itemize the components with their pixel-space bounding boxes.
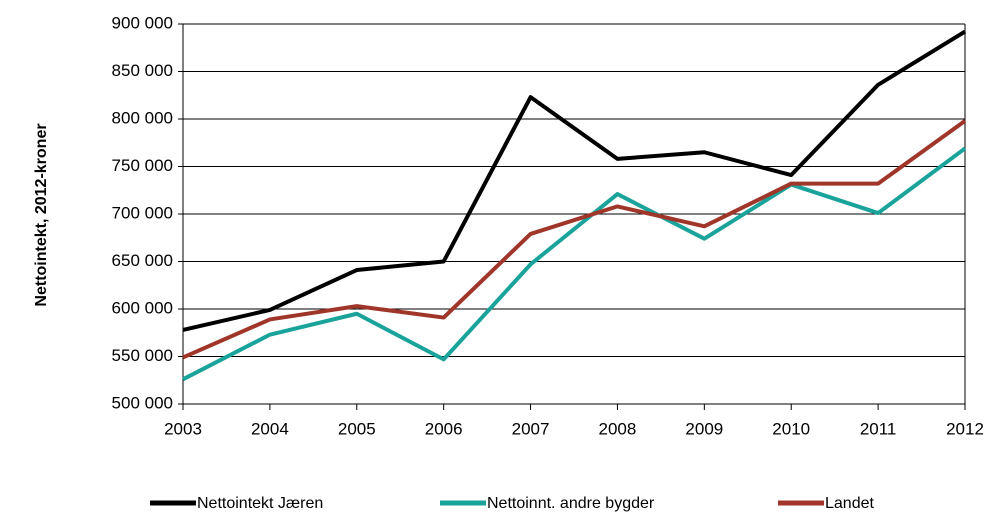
y-tick-label: 650 000 [112, 251, 173, 270]
series-line [182, 146, 967, 382]
x-tick-label: 2011 [860, 419, 897, 438]
x-tick-label: 2005 [338, 419, 376, 438]
x-tick-label: 2010 [772, 419, 810, 438]
x-tick-label: 2009 [685, 419, 723, 438]
x-tick-label: 2012 [946, 419, 984, 438]
x-tick-label: 2007 [512, 419, 550, 438]
y-tick-label: 500 000 [112, 393, 173, 412]
series-line [182, 119, 967, 360]
y-tick-label: 600 000 [112, 298, 173, 317]
x-tick-label: 2006 [425, 419, 463, 438]
x-tick-label: 2004 [251, 419, 289, 438]
y-tick-label: 550 000 [112, 346, 173, 365]
legend-label: Landet [825, 495, 874, 512]
y-tick-label: 850 000 [112, 61, 173, 80]
y-tick-label: 700 000 [112, 203, 173, 222]
y-tick-label: 750 000 [112, 156, 173, 175]
y-axis-label: Nettointekt, 2012-kroner [33, 123, 50, 306]
legend-label: Nettointekt Jæren [197, 495, 323, 512]
y-tick-label: 900 000 [112, 13, 173, 32]
x-tick-label: 2003 [164, 419, 202, 438]
series-line [182, 29, 967, 332]
x-tick-label: 2008 [599, 419, 637, 438]
legend-label: Nettoinnt. andre bygder [487, 495, 655, 512]
y-tick-label: 800 000 [112, 108, 173, 127]
